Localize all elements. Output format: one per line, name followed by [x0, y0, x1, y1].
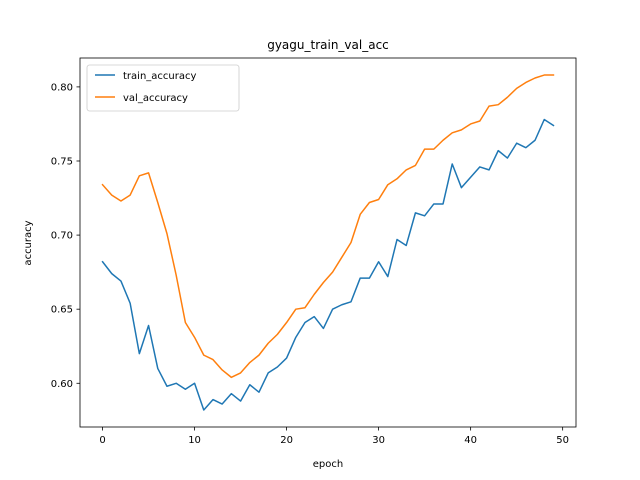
legend-label-val-accuracy: val_accuracy: [123, 93, 188, 104]
plot-area: 0 10 20 30 40 50 0.60 0.65 0.70 0.75 0.80 train_acc…: [51, 57, 577, 446]
x-tick-label: 30: [372, 435, 385, 446]
y-tick-label: 0.60: [51, 379, 73, 390]
legend-box: [86, 64, 240, 112]
x-tick-label: 20: [280, 435, 293, 446]
axes-frame: [79, 57, 577, 428]
x-tick-label: 10: [188, 435, 201, 446]
x-tick-label: 40: [464, 435, 477, 446]
y-tick-label: 0.80: [51, 82, 73, 93]
legend-label-train-accuracy: train_accuracy: [123, 71, 196, 82]
x-axis-label: epoch: [313, 459, 343, 470]
x-tick-label: 50: [556, 435, 569, 446]
x-tick-label: 0: [99, 435, 105, 446]
y-tick-label: 0.70: [51, 231, 73, 242]
y-tick-label: 0.75: [51, 156, 73, 167]
chart-title: gyagu_train_val_acc: [267, 38, 389, 52]
y-tick-label: 0.65: [51, 305, 73, 316]
y-axis-label: accuracy: [23, 220, 34, 265]
series-line-train-accuracy: [101, 118, 555, 411]
series-line-val-accuracy: [101, 74, 555, 379]
